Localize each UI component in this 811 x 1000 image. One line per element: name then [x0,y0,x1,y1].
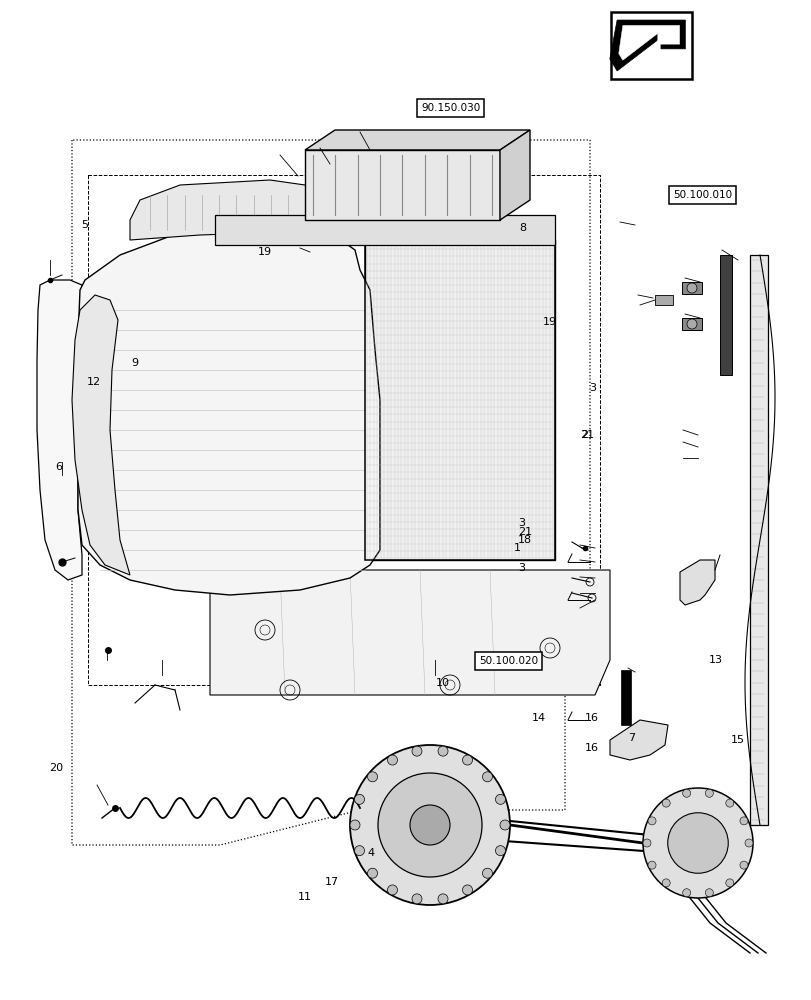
Text: 15: 15 [730,735,744,745]
Text: 11: 11 [298,892,311,902]
Circle shape [367,772,377,782]
Bar [681,318,702,330]
Bar [305,150,500,220]
Circle shape [500,820,509,830]
Text: 19: 19 [258,247,272,257]
Polygon shape [609,720,667,760]
Circle shape [495,846,505,856]
Circle shape [410,805,449,845]
Polygon shape [78,215,380,595]
Circle shape [354,846,364,856]
Circle shape [662,879,669,887]
Text: 16: 16 [584,713,598,723]
Circle shape [462,755,472,765]
Text: 2: 2 [581,430,588,440]
Circle shape [686,319,696,329]
Circle shape [647,861,655,869]
Text: 3: 3 [517,563,525,573]
Circle shape [367,868,377,878]
Circle shape [725,799,733,807]
Circle shape [705,889,713,897]
Polygon shape [609,20,684,71]
Polygon shape [305,130,530,150]
Circle shape [354,794,364,804]
Polygon shape [210,570,609,695]
Circle shape [705,789,713,797]
Text: 19: 19 [542,317,556,327]
Circle shape [437,894,448,904]
Circle shape [482,772,491,782]
Polygon shape [215,215,554,245]
Text: 16: 16 [584,743,598,753]
Text: 18: 18 [517,535,531,545]
Circle shape [739,817,747,825]
Text: 1: 1 [513,543,521,553]
Circle shape [682,789,690,797]
Circle shape [387,885,397,895]
Text: 21: 21 [580,430,594,440]
Text: 17: 17 [324,877,338,887]
Polygon shape [500,130,530,220]
Text: 5: 5 [81,220,88,230]
Circle shape [667,813,727,873]
Text: 8: 8 [519,223,526,233]
Circle shape [682,889,690,897]
Text: 90.150.030: 90.150.030 [421,103,479,113]
Text: 20: 20 [49,763,62,773]
Text: 13: 13 [708,655,722,665]
Text: 12: 12 [87,377,101,387]
Circle shape [662,799,669,807]
Text: 3: 3 [589,383,596,393]
Circle shape [378,773,482,877]
Bar [365,240,554,560]
Polygon shape [130,180,359,240]
Text: 9: 9 [131,358,139,368]
Circle shape [437,746,448,756]
Text: 3: 3 [517,518,525,528]
Circle shape [642,788,752,898]
Bar [620,670,630,725]
Bar [749,255,767,825]
Circle shape [482,868,491,878]
Text: 10: 10 [436,678,449,688]
Bar [681,282,702,294]
Text: 6: 6 [55,462,62,472]
Circle shape [725,879,733,887]
Text: 21: 21 [517,527,531,537]
Circle shape [686,283,696,293]
Circle shape [387,755,397,765]
Polygon shape [37,280,82,580]
Circle shape [350,745,509,905]
Bar [610,12,691,79]
Circle shape [411,894,422,904]
Text: 50.100.020: 50.100.020 [478,656,537,666]
Text: 50.100.010: 50.100.010 [672,190,731,200]
Text: 7: 7 [627,733,634,743]
Bar [654,295,672,305]
Bar [365,240,554,560]
Circle shape [350,820,359,830]
Text: 14: 14 [531,713,545,723]
Circle shape [495,794,505,804]
Circle shape [647,817,655,825]
Polygon shape [679,560,714,605]
Circle shape [739,861,747,869]
Bar [719,255,731,375]
Text: 4: 4 [367,848,375,858]
Polygon shape [72,295,130,575]
Polygon shape [618,25,679,60]
Circle shape [411,746,422,756]
Circle shape [642,839,650,847]
Circle shape [462,885,472,895]
Circle shape [744,839,752,847]
